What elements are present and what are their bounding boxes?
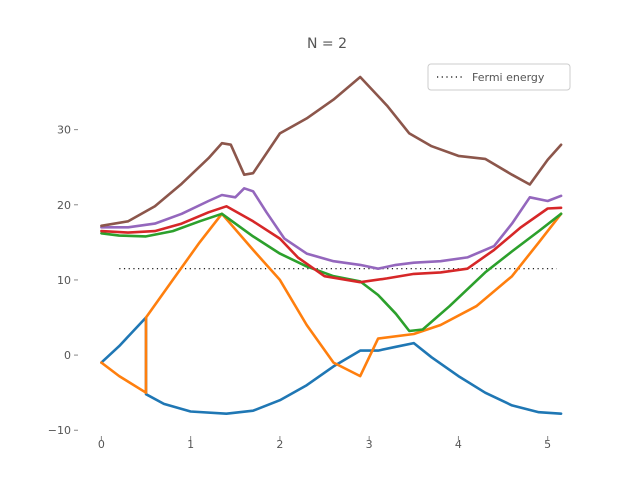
y-tick-label: 20 [57,199,71,212]
series-line-2 [100,212,563,394]
x-axis: 0 1 2 3 4 5 [98,436,551,451]
chart-title: N = 2 [307,36,347,52]
x-tick-label: 1 [187,438,194,451]
series-line-1 [100,316,563,415]
x-tick-label: 0 [98,438,105,451]
series-line-5 [100,187,563,270]
series-line-6 [100,75,563,228]
x-tick-label: 3 [366,438,373,451]
legend-box [427,63,571,91]
series-line-4 [100,205,563,284]
y-axis: −10 0 10 20 30 [48,124,78,437]
plot-area [100,75,563,415]
y-tick-label: 10 [57,274,71,287]
y-tick-label: 0 [64,349,71,362]
x-tick-label: 4 [455,438,462,451]
legend-fermi-label: Fermi energy [472,71,545,84]
series-line-3 [100,212,563,333]
x-tick-label: 2 [276,438,283,451]
y-tick-label: 30 [57,124,71,137]
legend: Fermi energy [427,63,571,91]
y-tick-label: −10 [48,424,71,437]
x-tick-label: 5 [544,438,551,451]
